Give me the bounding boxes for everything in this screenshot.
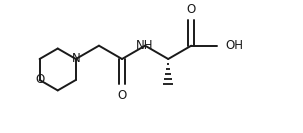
Text: OH: OH (225, 39, 243, 52)
Text: N: N (72, 53, 80, 65)
Text: O: O (117, 89, 127, 102)
Text: O: O (35, 73, 44, 86)
Text: O: O (187, 3, 196, 16)
Text: NH: NH (136, 39, 154, 52)
